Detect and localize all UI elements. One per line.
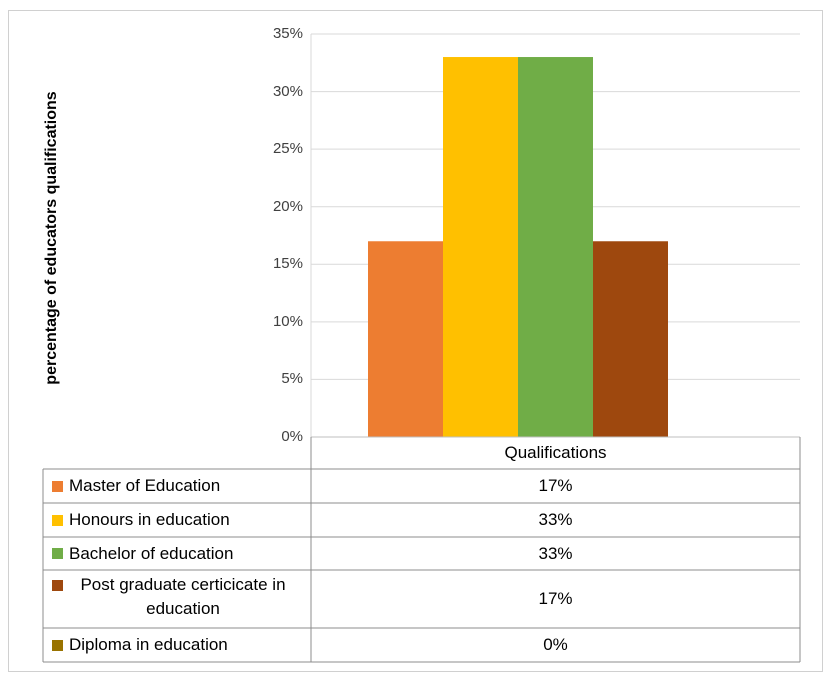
- y-tick-label: 0%: [281, 428, 303, 445]
- legend-swatch: [52, 514, 63, 526]
- y-tick-label: 15%: [272, 255, 303, 273]
- legend-swatch: [52, 639, 63, 651]
- data-table-value: 17%: [538, 476, 573, 495]
- y-tick-label: 30%: [272, 82, 303, 100]
- data-table-value: 17%: [538, 589, 573, 608]
- legend-swatch: [52, 548, 63, 559]
- data-table-value: 33%: [538, 543, 573, 563]
- legend-label: Diploma in education: [69, 635, 228, 654]
- category-header: Qualifications: [504, 443, 607, 462]
- bar-3: [518, 57, 593, 438]
- y-tick-label: 5%: [281, 370, 303, 388]
- y-tick-label: 10%: [272, 312, 303, 330]
- chart-frame: [8, 10, 823, 672]
- bar-1: [368, 241, 443, 437]
- data-table-value: 33%: [538, 510, 573, 529]
- legend-swatch: [52, 580, 63, 591]
- legend-label: Master of Education: [69, 476, 221, 495]
- legend-swatch: [52, 480, 63, 492]
- data-table-value: 0%: [543, 635, 568, 654]
- bar-4: [593, 241, 668, 437]
- legend-label: Post graduate certicicate in education: [80, 575, 286, 618]
- bar-2: [443, 57, 518, 438]
- legend-label: Honours in education: [69, 510, 230, 529]
- legend-label: Bachelor of education: [69, 543, 234, 563]
- y-tick-label: 35%: [272, 25, 303, 42]
- y-tick-label: 20%: [272, 197, 303, 215]
- y-tick-label: 25%: [272, 140, 303, 158]
